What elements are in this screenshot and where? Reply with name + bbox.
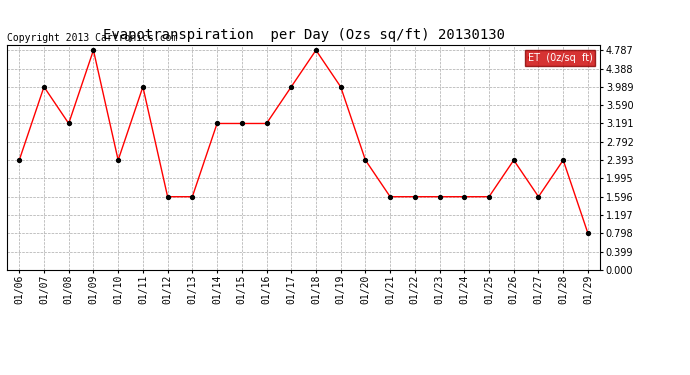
Text: Copyright 2013 Cartronics.com: Copyright 2013 Cartronics.com bbox=[7, 33, 177, 43]
Title: Evapotranspiration  per Day (Ozs sq/ft) 20130130: Evapotranspiration per Day (Ozs sq/ft) 2… bbox=[103, 28, 504, 42]
Legend: ET  (0z/sq  ft): ET (0z/sq ft) bbox=[524, 50, 595, 66]
